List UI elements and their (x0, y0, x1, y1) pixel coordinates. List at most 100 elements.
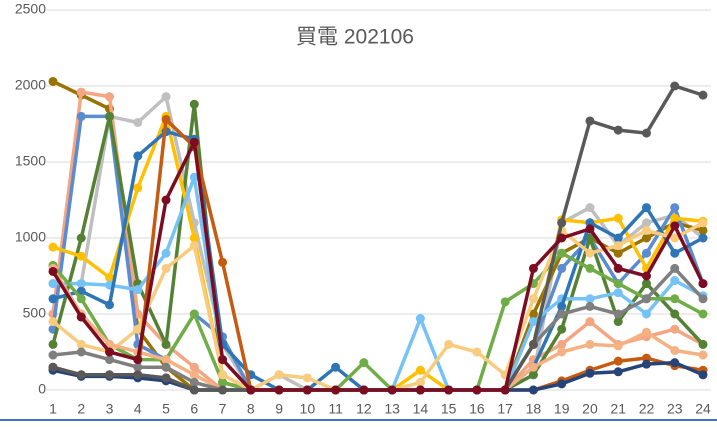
data-point (189, 377, 199, 387)
x-tick-label: 9 (275, 401, 283, 417)
y-tick-label: 1500 (15, 153, 46, 169)
x-tick-label: 21 (610, 401, 626, 417)
data-point (613, 317, 623, 327)
data-point (528, 370, 538, 380)
data-point (585, 294, 595, 304)
data-point (189, 370, 199, 380)
x-tick-label: 8 (247, 401, 255, 417)
data-point (133, 151, 143, 161)
data-point (613, 309, 623, 319)
data-point (698, 370, 708, 380)
data-point (670, 203, 680, 213)
data-point (557, 218, 567, 228)
data-point (613, 288, 623, 298)
data-point (557, 301, 567, 311)
x-tick-label: 14 (413, 401, 429, 417)
data-point (613, 341, 623, 351)
data-point (189, 137, 199, 147)
data-point (48, 76, 58, 86)
data-point (133, 285, 143, 295)
data-point (189, 241, 199, 251)
data-point (133, 355, 143, 365)
data-point (641, 279, 651, 289)
data-point (331, 385, 341, 395)
data-point (613, 248, 623, 258)
data-point (76, 279, 86, 289)
data-point (218, 377, 228, 387)
data-point (528, 309, 538, 319)
data-point (105, 300, 115, 310)
data-point (76, 347, 86, 357)
series-line (51, 140, 705, 392)
data-point (613, 213, 623, 223)
data-point (641, 128, 651, 138)
data-point (48, 242, 58, 252)
data-point (698, 294, 708, 304)
data-point (189, 309, 199, 319)
data-point (528, 263, 538, 273)
data-point (133, 117, 143, 127)
x-tick-label: 15 (441, 401, 457, 417)
data-point (641, 248, 651, 258)
data-point (557, 263, 567, 273)
data-point (698, 218, 708, 228)
data-point (415, 365, 425, 375)
data-point (161, 362, 171, 372)
data-point (76, 312, 86, 322)
data-point (585, 224, 595, 234)
data-point (133, 362, 143, 372)
data-point (670, 345, 680, 355)
data-point (670, 213, 680, 223)
data-point (641, 218, 651, 228)
x-tick-label: 4 (134, 401, 142, 417)
data-point (133, 370, 143, 380)
data-point (613, 233, 623, 243)
data-point (105, 355, 115, 365)
data-point (585, 339, 595, 349)
data-point (105, 370, 115, 380)
data-point (698, 225, 708, 235)
x-tick-label: 19 (554, 401, 570, 417)
y-tick-label: 1000 (15, 229, 46, 245)
x-tick-label: 18 (526, 401, 542, 417)
x-tick-label: 2 (77, 401, 85, 417)
data-point (48, 317, 58, 327)
data-point (105, 273, 115, 283)
data-point (76, 87, 86, 97)
y-tick-label: 0 (38, 381, 46, 397)
data-point (218, 385, 228, 395)
data-point (48, 362, 58, 372)
x-tick-label: 13 (384, 401, 400, 417)
data-point (641, 225, 651, 235)
data-point (613, 279, 623, 289)
data-point (557, 233, 567, 243)
data-point (585, 233, 595, 243)
data-point (246, 385, 256, 395)
data-point (585, 116, 595, 126)
data-point (528, 385, 538, 395)
data-point (105, 111, 115, 121)
data-point (415, 377, 425, 387)
x-tick-label: 24 (695, 401, 711, 417)
data-point (105, 347, 115, 357)
data-point (76, 339, 86, 349)
y-tick-label: 2500 (15, 1, 46, 17)
data-point (48, 294, 58, 304)
data-point (613, 263, 623, 273)
data-point (585, 263, 595, 273)
data-point (76, 251, 86, 261)
x-tick-label: 20 (582, 401, 598, 417)
data-point (161, 195, 171, 205)
data-point (557, 309, 567, 319)
data-point (415, 385, 425, 395)
data-point (48, 350, 58, 360)
data-point (218, 370, 228, 380)
data-point (161, 373, 171, 383)
data-point (670, 221, 680, 231)
x-tick-label: 3 (106, 401, 114, 417)
data-point (48, 339, 58, 349)
data-point (670, 324, 680, 334)
data-point (218, 257, 228, 267)
x-tick-label: 16 (469, 401, 485, 417)
data-point (274, 370, 284, 380)
